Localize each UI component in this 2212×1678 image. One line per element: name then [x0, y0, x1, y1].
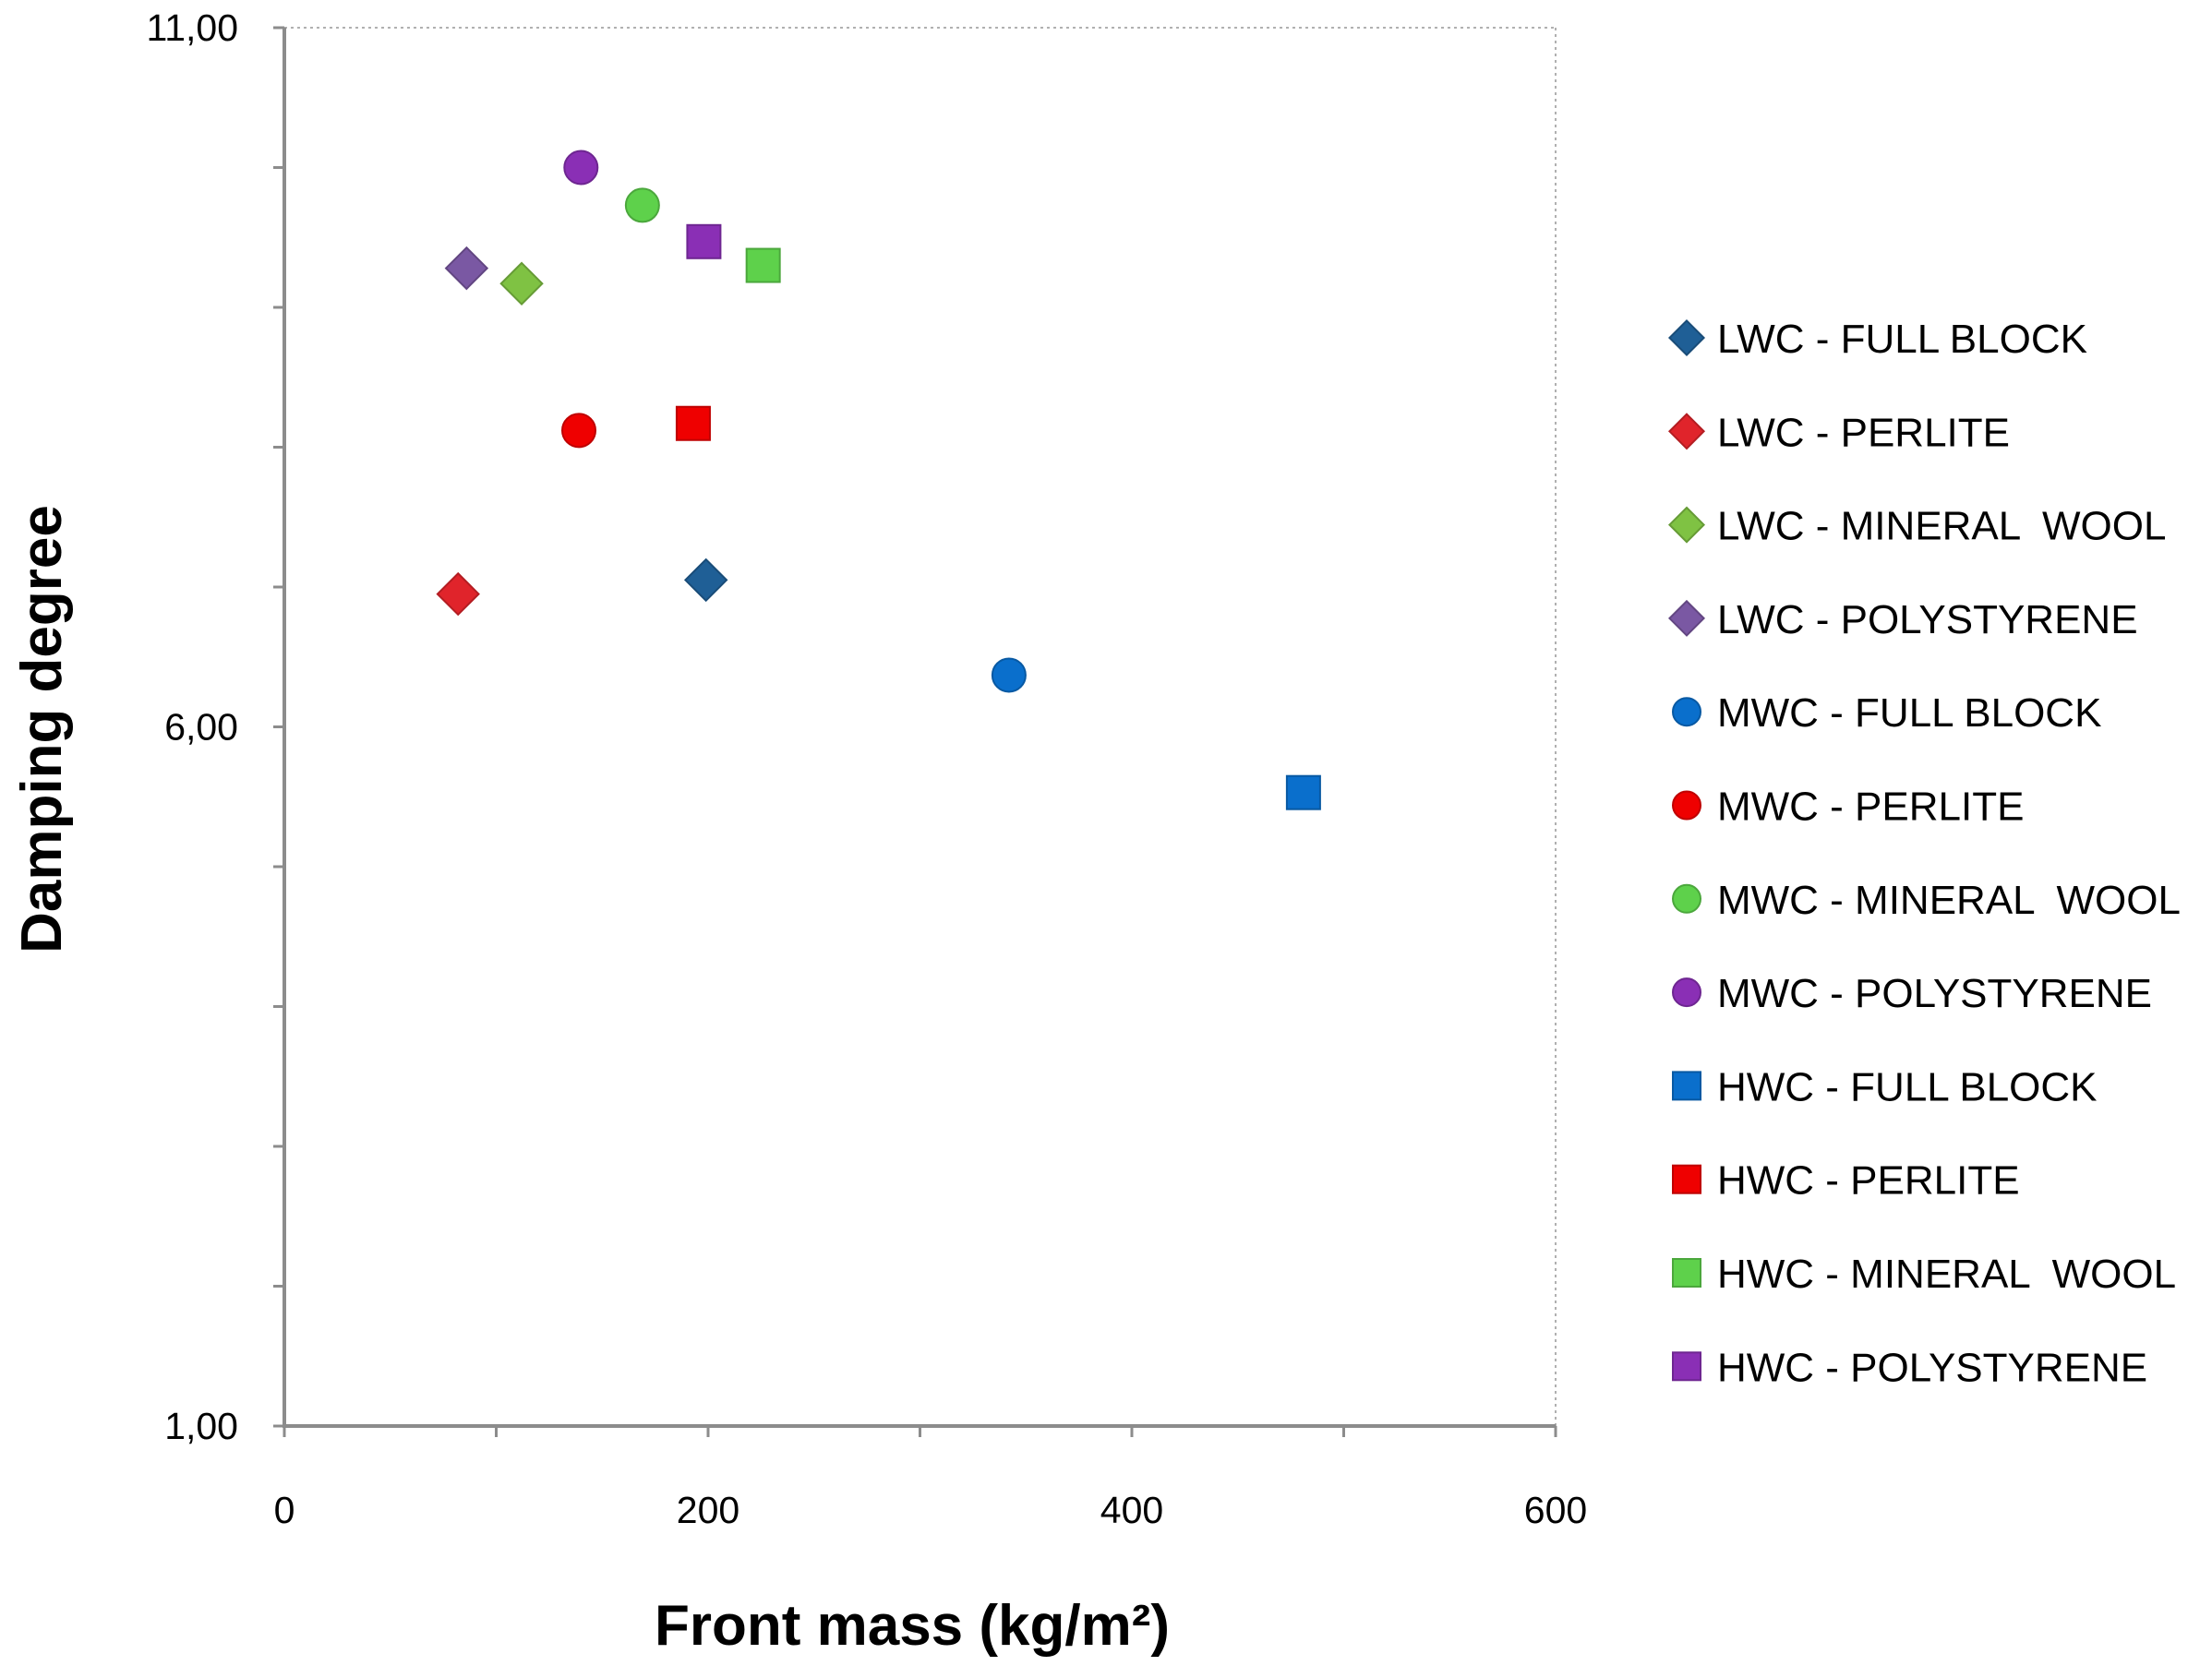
- legend-label: HWC - PERLITE: [1717, 1158, 2020, 1204]
- x-tick-label: 200: [677, 1489, 739, 1531]
- legend-label: HWC - FULL BLOCK: [1717, 1064, 2098, 1109]
- legend-marker: [1667, 413, 1706, 450]
- data-point: [624, 187, 660, 223]
- data-point: [686, 223, 722, 259]
- data-point: [436, 571, 480, 617]
- y-axis-title: Damping degree: [10, 505, 74, 953]
- legend-marker: [1672, 977, 1701, 1008]
- data-point: [444, 246, 489, 291]
- data-point: [499, 261, 544, 306]
- legend-marker: [1672, 1164, 1701, 1194]
- legend-marker: [1667, 318, 1706, 357]
- x-axis-ticks: 0 200 400 600: [274, 1426, 1587, 1531]
- plot-frame: [283, 27, 1557, 1428]
- legend-label: LWC - POLYSTYRENE: [1717, 597, 2138, 642]
- legend-marker: [1672, 1258, 1701, 1288]
- legend-label: HWC - MINERAL WOOL: [1717, 1252, 2176, 1297]
- data-point: [745, 247, 781, 283]
- data-point: [683, 557, 728, 603]
- legend-label: LWC - MINERAL WOOL: [1717, 504, 2166, 549]
- legend-marker: [1667, 506, 1706, 544]
- legend-label: MWC - MINERAL WOOL: [1717, 878, 2181, 923]
- data-points: [436, 150, 1321, 810]
- legend-label: MWC - PERLITE: [1717, 785, 2024, 830]
- y-axis-ticks: 1,00 6,00 11,00: [146, 6, 284, 1447]
- legend-label: MWC - POLYSTYRENE: [1717, 971, 2152, 1016]
- x-tick-label: 400: [1100, 1489, 1163, 1531]
- legend: LWC - FULL BLOCK LWC - PERLITE LWC - MINER…: [1667, 317, 2181, 1390]
- legend-marker: [1672, 1351, 1701, 1382]
- y-tick-label: 11,00: [146, 6, 238, 49]
- data-point: [991, 657, 1027, 693]
- legend-label: LWC - PERLITE: [1717, 410, 2010, 455]
- legend-marker: [1672, 790, 1701, 821]
- data-point: [561, 413, 597, 449]
- data-point: [563, 150, 599, 186]
- legend-label: HWC - POLYSTYRENE: [1717, 1345, 2147, 1390]
- x-tick-label: 600: [1524, 1489, 1587, 1531]
- y-tick-label: 1,00: [164, 1405, 238, 1447]
- legend-marker: [1672, 697, 1701, 727]
- x-axis-title: Front mass (kg/m²): [655, 1594, 1170, 1658]
- legend-label: LWC - FULL BLOCK: [1717, 317, 2087, 362]
- legend-label: MWC - FULL BLOCK: [1717, 690, 2101, 736]
- y-tick-label: 6,00: [164, 706, 238, 749]
- legend-marker: [1667, 599, 1706, 637]
- data-point: [675, 405, 711, 441]
- data-point: [1285, 774, 1321, 810]
- x-tick-label: 0: [274, 1489, 295, 1531]
- legend-marker: [1672, 883, 1701, 914]
- legend-marker: [1672, 1071, 1701, 1101]
